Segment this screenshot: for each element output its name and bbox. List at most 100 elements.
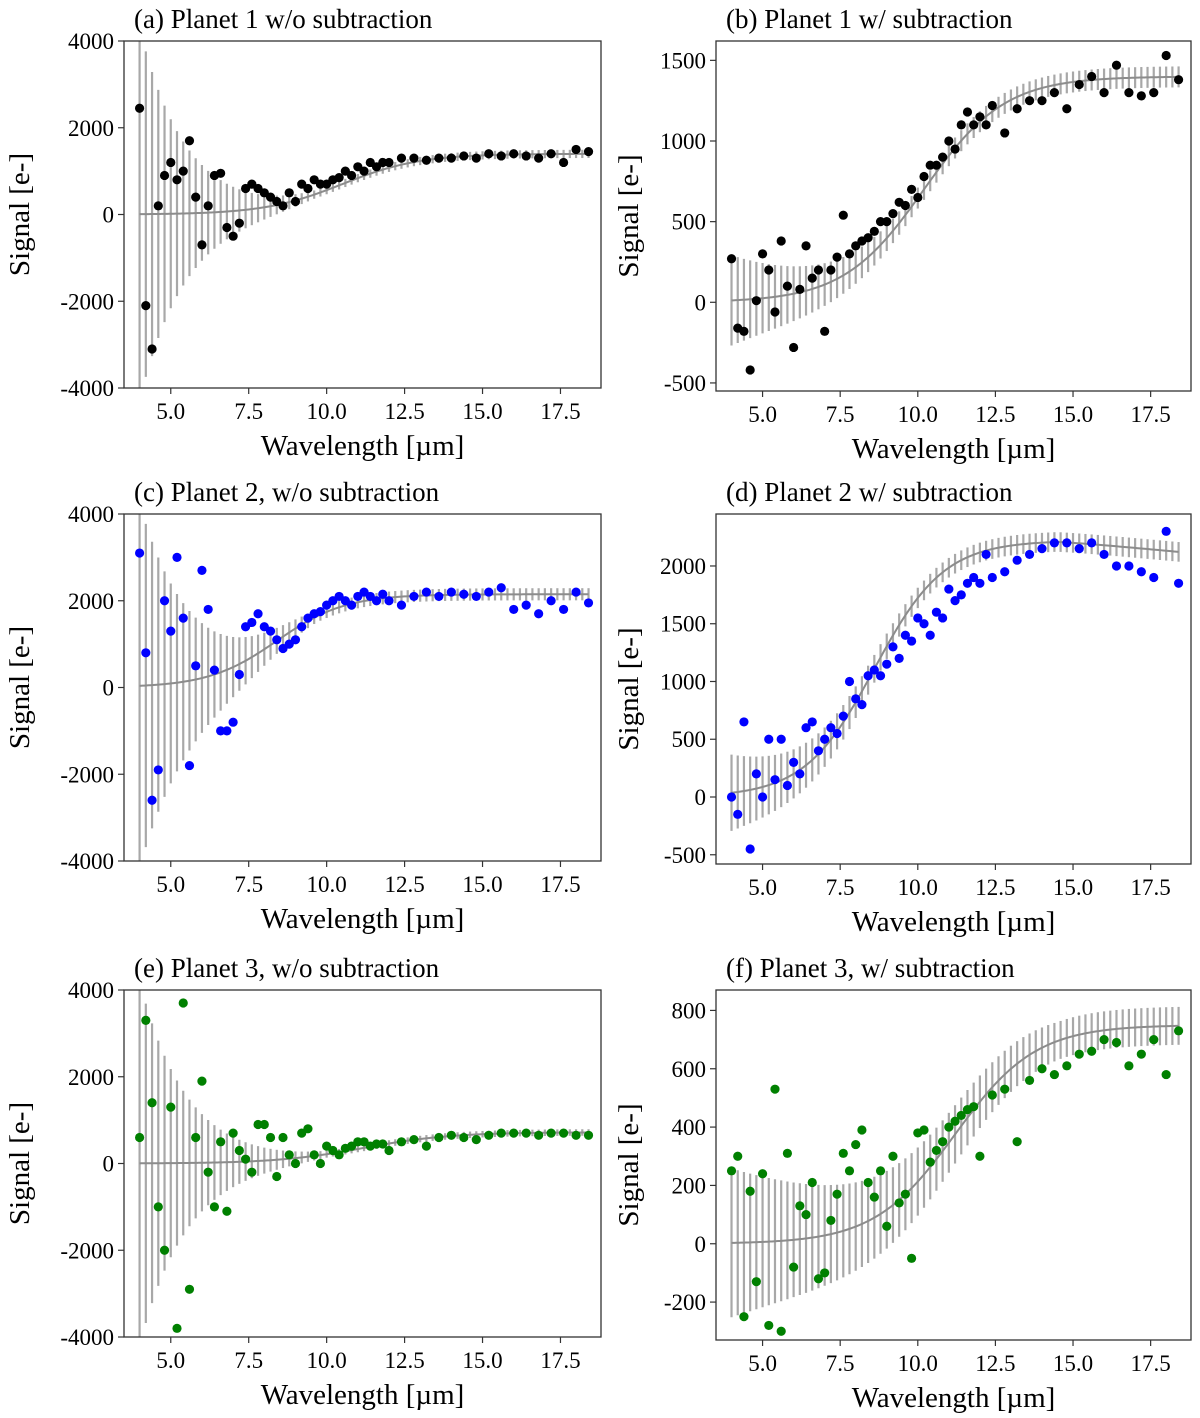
data-point: [172, 1323, 182, 1333]
x-tick-label: 7.5: [826, 1351, 855, 1376]
data-point: [913, 613, 923, 623]
y-axis-label: Signal [e-]: [613, 154, 645, 277]
data-point: [987, 572, 997, 583]
data-point: [534, 1130, 544, 1140]
data-point: [863, 1177, 873, 1188]
data-point: [228, 1128, 238, 1138]
data-point: [184, 760, 195, 771]
data-point: [1124, 88, 1134, 98]
x-axis-label: Wavelength [µm]: [852, 433, 1056, 465]
data-point: [459, 1132, 469, 1143]
panel-d: 5.0 7.5 10.0 12.5 15.0 17.5 -500 0 500 1000 1500 20…: [613, 477, 1192, 938]
data-point: [1000, 567, 1010, 577]
data-point: [203, 201, 213, 211]
data-point: [888, 208, 898, 219]
data-point: [197, 565, 207, 575]
y-tick-label: 4000: [68, 29, 114, 54]
data-point: [764, 1320, 774, 1331]
y-tick-label: 2000: [68, 589, 114, 614]
data-point: [1173, 1026, 1184, 1036]
data-point: [546, 1128, 556, 1138]
data-point: [832, 728, 842, 739]
data-point: [739, 326, 749, 336]
data-point: [739, 1312, 749, 1322]
data-point: [981, 120, 991, 130]
model-curve: [731, 1024, 1179, 1244]
data-point: [378, 1139, 388, 1149]
data-point: [1049, 88, 1059, 98]
y-tick-label: -2000: [60, 762, 114, 787]
x-tick-label: 17.5: [1131, 1351, 1171, 1376]
data-point: [222, 726, 232, 736]
data-point: [770, 1084, 780, 1094]
data-point: [1124, 561, 1134, 571]
data-point: [409, 591, 419, 602]
data-point: [956, 590, 966, 600]
data-point: [371, 596, 382, 606]
y-tick-label: 0: [103, 203, 115, 228]
data-point: [496, 583, 506, 593]
data-point: [1149, 88, 1159, 98]
data-point: [1024, 1075, 1035, 1086]
plot-area: [134, 41, 594, 388]
x-tick-label: 15.0: [1053, 402, 1093, 427]
data-point: [906, 1253, 917, 1263]
data-point: [222, 1206, 232, 1216]
data-point: [191, 1132, 201, 1143]
data-point: [1000, 1084, 1010, 1094]
y-tick-label: 600: [672, 1057, 707, 1082]
data-point: [396, 153, 407, 163]
x-tick-label: 12.5: [384, 1348, 424, 1373]
error-bars: [138, 514, 590, 861]
data-point: [216, 168, 226, 178]
plot-area: [726, 1006, 1184, 1336]
data-point: [153, 1202, 163, 1212]
data-point: [509, 604, 519, 615]
y-axis-label: Signal [e-]: [4, 153, 36, 276]
data-point: [265, 626, 276, 636]
data-point: [166, 157, 176, 168]
data-point: [571, 144, 581, 155]
data-point: [931, 160, 942, 170]
data-point: [1173, 75, 1184, 85]
data-point: [789, 1262, 799, 1272]
data-point: [1161, 50, 1171, 61]
x-tick-label: 10.0: [898, 1351, 938, 1376]
x-tick-label: 12.5: [975, 1351, 1015, 1376]
data-point: [745, 844, 755, 854]
x-tick-label: 7.5: [234, 872, 263, 897]
data-point: [1099, 549, 1109, 560]
data-point: [434, 1132, 444, 1143]
model-curve: [731, 540, 1179, 794]
data-point: [278, 201, 288, 211]
plot-area: [134, 514, 594, 861]
data-point: [228, 231, 238, 241]
x-tick-label: 5.0: [156, 872, 185, 897]
data-point: [359, 166, 369, 176]
data-point: [931, 1145, 942, 1156]
data-point: [303, 1124, 313, 1134]
y-tick-label: 0: [695, 1232, 707, 1257]
x-tick-label: 15.0: [462, 1348, 502, 1373]
data-point: [745, 365, 755, 375]
x-tick-label: 10.0: [307, 399, 347, 424]
data-point: [1000, 128, 1010, 138]
x-tick-label: 5.0: [748, 1351, 777, 1376]
data-point: [172, 175, 182, 185]
data-point: [782, 281, 793, 291]
error-bars: [138, 41, 590, 388]
data-point: [764, 265, 774, 275]
y-tick-label: -4000: [60, 849, 114, 874]
data-point: [558, 1128, 569, 1138]
data-point: [820, 1268, 830, 1278]
data-point: [838, 1148, 848, 1158]
data-point: [184, 136, 195, 146]
data-point: [278, 1132, 288, 1143]
data-point: [134, 103, 145, 113]
data-point: [733, 809, 743, 819]
data-point: [1111, 561, 1122, 571]
data-point: [446, 587, 456, 597]
x-tick-label: 15.0: [1053, 875, 1093, 900]
data-point: [421, 1141, 432, 1151]
